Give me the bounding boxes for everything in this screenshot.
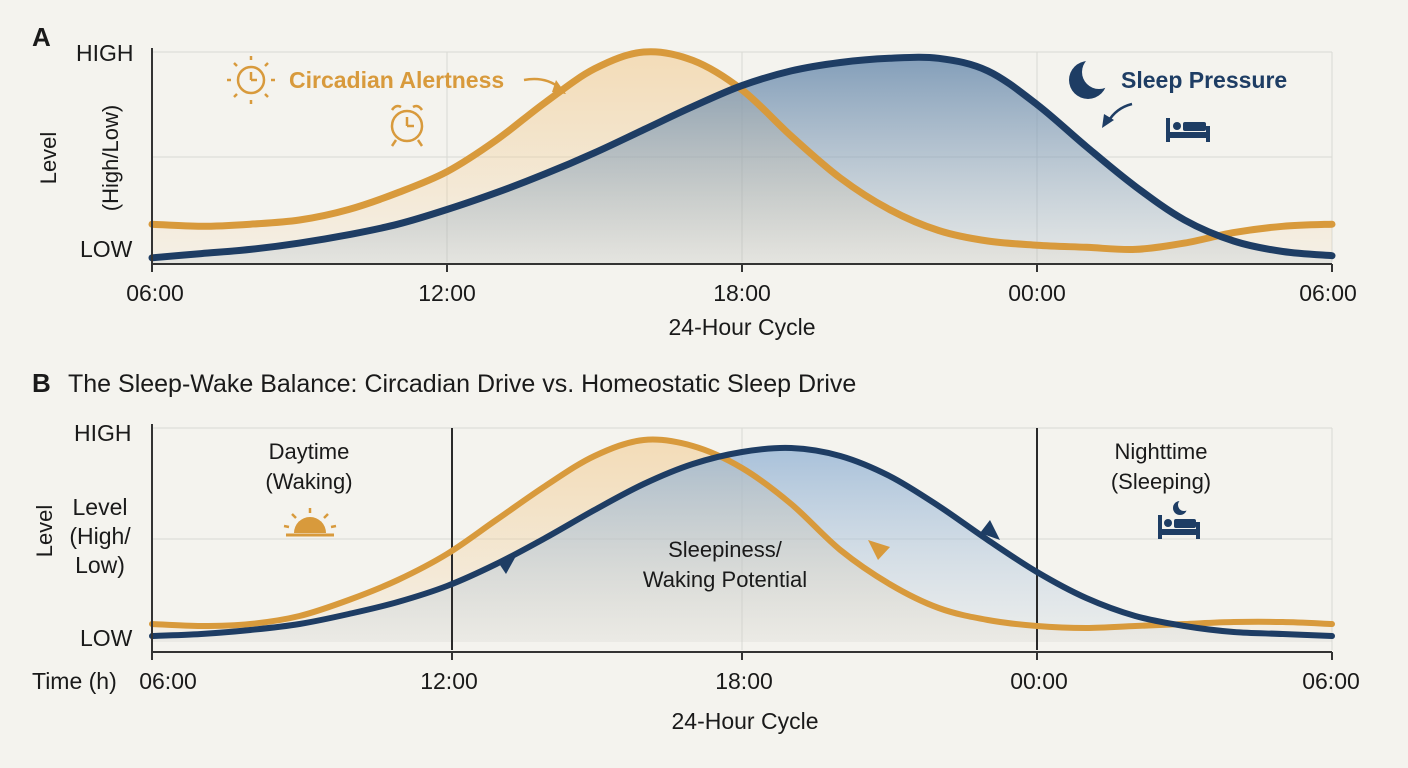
bed-icon — [1166, 118, 1210, 142]
panel-b-xtick-1: 12:00 — [420, 668, 478, 694]
sleepiness-label: Sleepiness/ — [668, 537, 783, 562]
panel-b-ylabel-inner-1: Level — [73, 494, 128, 520]
panel-b-x-axis-name: Time (h) — [32, 668, 117, 694]
moon-icon — [1069, 55, 1116, 99]
panel-a-ytick-low: LOW — [80, 236, 133, 262]
panel-a-xtick-1: 12:00 — [418, 280, 476, 306]
panel-a-ylabel: Level — [36, 132, 61, 185]
panel-b-xtick-3: 00:00 — [1010, 668, 1068, 694]
panel-b-xtick-0: 06:00 — [139, 668, 197, 694]
panel-b-amber-line — [149, 436, 1335, 631]
panel-b-ytick-high: HIGH — [74, 420, 132, 446]
panel-b-fall-arrowhead-blue — [980, 520, 1000, 540]
panel-a: A HIGH LOW Level (High/Low) 06:00 12:00 … — [32, 22, 1357, 340]
panel-b-xlabel: 24-Hour Cycle — [672, 708, 819, 734]
sleep-pressure-arrow-icon — [1102, 102, 1133, 128]
panel-b-title: The Sleep-Wake Balance: Circadian Drive … — [68, 370, 856, 398]
sleep-pressure-line — [148, 53, 1336, 262]
daytime-sublabel: (Waking) — [265, 469, 352, 494]
nighttime-label: Nighttime — [1115, 439, 1208, 464]
sleep-pressure-label: Sleep Pressure — [1121, 67, 1287, 93]
circadian-alertness-line — [148, 48, 1336, 254]
panel-a-xtick-2: 18:00 — [713, 280, 771, 306]
panel-b-ylabel-inner-3: Low) — [75, 552, 125, 578]
panel-b-blue-line — [149, 444, 1335, 639]
waking-potential-label: Waking Potential — [643, 567, 807, 592]
alertness-arrow-icon — [523, 77, 566, 94]
alarm-clock-icon — [390, 104, 424, 147]
nighttime-sublabel: (Sleeping) — [1111, 469, 1211, 494]
panel-a-ylabel-sub: (High/Low) — [98, 105, 123, 211]
panel-b-ylabel-inner-2: (High/ — [69, 523, 131, 549]
panel-b-rise-arrowhead — [498, 556, 516, 574]
panel-b-fall-arrowhead-amber — [868, 540, 890, 560]
sunrise-icon — [283, 508, 337, 537]
panel-b: B The Sleep-Wake Balance: Circadian Driv… — [32, 368, 1360, 734]
panel-a-ytick-high: HIGH — [76, 40, 134, 66]
circadian-alertness-label: Circadian Alertness — [289, 67, 504, 93]
panel-b-ytick-low: LOW — [80, 625, 133, 651]
panel-a-xtick-4: 06:00 — [1299, 280, 1357, 306]
daytime-label: Daytime — [269, 439, 350, 464]
sun-clock-icon — [227, 56, 275, 104]
panel-a-letter: A — [32, 22, 51, 52]
panel-b-letter: B — [32, 368, 51, 398]
bed-moon-icon — [1158, 499, 1200, 539]
panel-b-xtick-4: 06:00 — [1302, 668, 1360, 694]
panel-a-xtick-3: 00:00 — [1008, 280, 1066, 306]
panel-b-xtick-2: 18:00 — [715, 668, 773, 694]
panel-a-xtick-0: 06:00 — [126, 280, 184, 306]
panel-a-xlabel: 24-Hour Cycle — [669, 314, 816, 340]
panel-b-ylabel: Level — [32, 505, 57, 558]
